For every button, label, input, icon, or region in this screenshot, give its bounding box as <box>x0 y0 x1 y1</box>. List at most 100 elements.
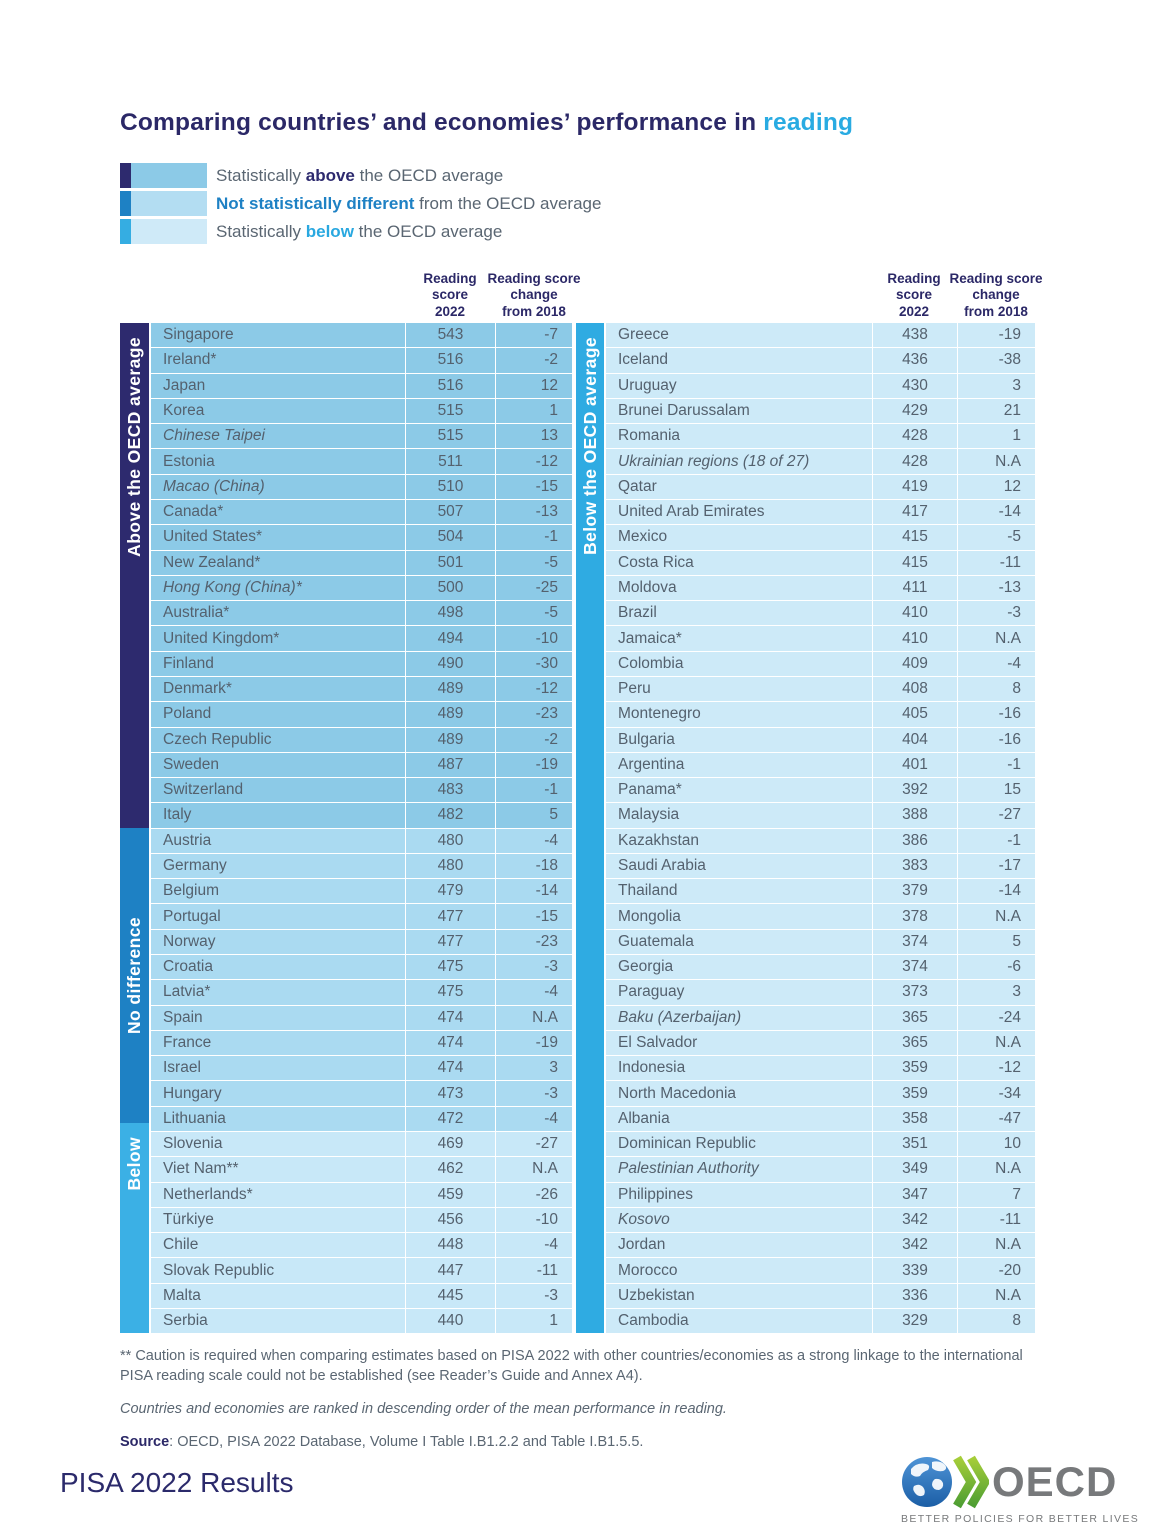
table-row: Finland 490 -30 <box>151 651 572 677</box>
change-cell: 1 <box>957 424 1035 449</box>
country-name-cell: Chile <box>163 1236 199 1254</box>
score-cell: 365 <box>872 1030 957 1056</box>
score-cell: 374 <box>872 955 957 980</box>
change-cell: N.A <box>957 1283 1035 1308</box>
score-cell: 411 <box>872 575 957 601</box>
country-name-cell: Chinese Taipei <box>163 427 265 445</box>
country-name-cell: Macao (China) <box>163 477 265 495</box>
sidebar-label: Below the OECD average <box>579 337 600 555</box>
country-name-cell: Morocco <box>618 1261 678 1279</box>
table-row: Albania 358 -47 <box>606 1106 1035 1132</box>
country-name-cell: Italy <box>163 806 192 824</box>
country-name-cell: Ukrainian regions (18 of 27) <box>618 452 810 470</box>
score-cell: 419 <box>872 474 957 499</box>
score-cell: 516 <box>405 373 495 398</box>
table-row: Georgia 374 -6 <box>606 955 1035 981</box>
score-cell: 339 <box>872 1258 957 1283</box>
table-row: Romania 428 1 <box>606 424 1035 450</box>
change-cell: -4 <box>495 1106 572 1131</box>
table-row: Canada* 507 -13 <box>151 499 572 526</box>
table-row: Paraguay 373 3 <box>606 980 1035 1006</box>
change-cell: -1 <box>495 525 572 550</box>
column-header-line: change <box>972 287 1020 302</box>
country-name-cell: Latvia* <box>163 983 211 1001</box>
score-cell: 415 <box>872 525 957 550</box>
table-row: Germany 480 -18 <box>151 853 572 880</box>
table-1: Below the OECD average Greece 438 -19 Icela… <box>576 323 1035 1334</box>
table-row: Kazakhstan 386 -1 <box>606 828 1035 854</box>
country-name-cell: Spain <box>163 1008 203 1026</box>
column-header-line: from 2018 <box>502 303 566 319</box>
country-name-cell: Czech Republic <box>163 730 272 748</box>
score-cell: 516 <box>405 348 495 373</box>
country-name-cell: Belgium <box>163 882 219 900</box>
table-row: Malaysia 388 -27 <box>606 803 1035 829</box>
table-row: Guatemala 374 5 <box>606 929 1035 956</box>
change-cell: 3 <box>495 1056 572 1081</box>
table-row: Denmark* 489 -12 <box>151 676 572 703</box>
score-cell: 329 <box>872 1308 957 1334</box>
table-row: Mexico 415 -5 <box>606 525 1035 551</box>
table-row: Switzerland 483 -1 <box>151 778 572 804</box>
page-title: Comparing countries’ and economies’ perf… <box>120 109 853 137</box>
score-cell: 405 <box>872 702 957 727</box>
change-cell: -19 <box>495 752 572 778</box>
table-row: Chinese Taipei 515 13 <box>151 424 572 450</box>
table-row: Austria 480 -4 <box>151 828 572 854</box>
table-row: Morocco 339 -20 <box>606 1258 1035 1284</box>
sidebar-label: Above the OECD average <box>124 337 144 557</box>
country-name-cell: Brunei Darussalam <box>618 401 750 419</box>
table-row: Lithuania 472 -4 <box>151 1106 572 1132</box>
table-row: Viet Nam** 462 N.A <box>151 1157 572 1183</box>
change-cell: -12 <box>957 1056 1035 1081</box>
table-row: Saudi Arabia 383 -17 <box>606 853 1035 880</box>
country-name-cell: Saudi Arabia <box>618 857 706 875</box>
country-name-cell: Sweden <box>163 755 220 773</box>
score-cell: 483 <box>405 778 495 803</box>
table-row: Estonia 511 -12 <box>151 449 572 475</box>
change-cell: 8 <box>957 1308 1035 1334</box>
country-name-cell: Estonia <box>163 452 215 470</box>
score-cell: 415 <box>872 550 957 575</box>
country-name-cell: Indonesia <box>618 1059 686 1077</box>
source-text: : OECD, PISA 2022 Database, Volume I Tab… <box>169 1434 644 1450</box>
report-title: PISA 2022 Results <box>60 1467 294 1498</box>
change-cell: 3 <box>957 980 1035 1005</box>
column-header-line: from 2018 <box>964 303 1028 319</box>
legend-label: Statistically above the OECD average <box>216 165 504 185</box>
oecd-wordmark: OECD <box>992 1458 1118 1505</box>
table-row: United States* 504 -1 <box>151 525 572 551</box>
table-row: Ireland* 516 -2 <box>151 348 572 374</box>
footnotes: ** Caution is required when comparing es… <box>120 1346 1035 1452</box>
score-cell: 515 <box>405 424 495 449</box>
table-row: Mongolia 378 N.A <box>606 904 1035 930</box>
score-cell: 515 <box>405 398 495 424</box>
table-row: New Zealand* 501 -5 <box>151 550 572 576</box>
country-name-cell: Panama* <box>618 781 682 799</box>
table-row: Costa Rica 415 -11 <box>606 550 1035 576</box>
score-cell: 440 <box>405 1308 495 1334</box>
oecd-globe-icon <box>901 1455 989 1509</box>
country-name-cell: Costa Rica <box>618 553 694 571</box>
score-cell: 489 <box>405 702 495 727</box>
table-row: Thailand 379 -14 <box>606 879 1035 905</box>
change-cell: -4 <box>495 980 572 1005</box>
table-row: Israel 474 3 <box>151 1056 572 1082</box>
change-cell: -12 <box>495 449 572 474</box>
table-row: Panama* 392 15 <box>606 778 1035 804</box>
table-row: Philippines 347 7 <box>606 1182 1035 1208</box>
table-row: Dominican Republic 351 10 <box>606 1132 1035 1158</box>
country-name-cell: Mexico <box>618 528 668 546</box>
table-row: Slovenia 469 -27 <box>151 1132 572 1158</box>
table-row: Colombia 409 -4 <box>606 651 1035 677</box>
country-name-cell: United States* <box>163 528 263 546</box>
country-name-cell: Georgia <box>618 958 674 976</box>
score-cell: 374 <box>872 929 957 955</box>
table-row: Norway 477 -23 <box>151 929 572 956</box>
change-cell: N.A <box>957 626 1035 651</box>
change-cell: -5 <box>495 601 572 626</box>
score-cell: 487 <box>405 752 495 778</box>
legend-swatch-fill <box>131 191 207 216</box>
score-cell: 383 <box>872 853 957 879</box>
table-row: Spain 474 N.A <box>151 1005 572 1031</box>
